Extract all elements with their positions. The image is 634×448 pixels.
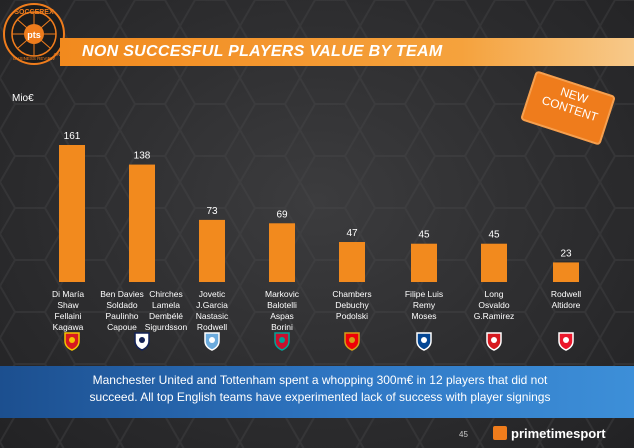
- bar-value-label-4: 69: [276, 209, 288, 220]
- player-name: Markovic: [264, 289, 299, 299]
- logo-bottom-text: BUSINESS REVIEW: [13, 56, 56, 61]
- player-name: G.Ramirez: [473, 311, 515, 321]
- player-name: Chirches: [149, 289, 183, 299]
- bar-value-label-6: 45: [418, 230, 430, 241]
- player-name: Long: [484, 289, 504, 299]
- soccerex-logo: pts SOCCEREX BUSINESS REVIEW ON: [2, 2, 66, 66]
- player-name: Chambers: [332, 289, 372, 299]
- player-name: Filipe Luis: [404, 289, 444, 299]
- bar-2: [129, 164, 155, 282]
- logo-tail-text: ON: [54, 52, 61, 57]
- bar-6: [411, 243, 437, 282]
- y-axis-unit: Mio€: [12, 93, 34, 104]
- player-name: Di María: [51, 289, 85, 299]
- page-number: 45: [459, 430, 468, 439]
- player-list-3: Chirches Lamela Dembélé Sigurdsson: [131, 289, 201, 333]
- liverpool-crest-icon: [272, 331, 292, 351]
- player-list-1: Di María Shaw Fellaini Kagawa: [33, 289, 103, 333]
- player-name: Lamela: [152, 300, 180, 310]
- player-name: Rodwell: [196, 322, 228, 332]
- player-name: Soldado: [106, 300, 138, 310]
- arsenal-crest-icon: [342, 331, 362, 351]
- bar-value-label-3: 73: [206, 206, 218, 217]
- player-name: Aspas: [270, 311, 294, 321]
- player-list-2: Ben Davies Soldado Paulinho Capoue: [87, 289, 157, 333]
- player-name: Jovetic: [198, 289, 226, 299]
- bar-1: [59, 145, 85, 282]
- footer-line-1: Manchester United and Tottenham spent a …: [92, 373, 548, 387]
- player-name: Dembélé: [148, 311, 184, 321]
- player-name: Altidore: [551, 300, 581, 310]
- bar-5: [339, 242, 365, 282]
- logo-mid-text: pts: [27, 30, 41, 40]
- brand-icon: [493, 426, 507, 440]
- bar-8: [553, 262, 579, 282]
- player-list-5: Markovic Balotelli Aspas Borini: [247, 289, 317, 333]
- player-list-4: Jovetic J.Garcia Nastasic Rodwell: [177, 289, 247, 333]
- player-name: Podolski: [335, 311, 369, 321]
- player-list-8: Long Osvaldo G.Ramirez: [459, 289, 529, 322]
- footer-banner: [0, 366, 634, 418]
- player-name: Ben Davies: [100, 289, 144, 299]
- brand-name: primetimesport: [511, 425, 606, 441]
- bar-value-label-1: 161: [64, 131, 81, 142]
- bar-value-label-8: 23: [560, 248, 572, 259]
- bar-7: [481, 243, 507, 282]
- player-name: Remy: [412, 300, 436, 310]
- primetimesport-logo: primetimesport: [493, 424, 606, 442]
- bar-value-label-5: 47: [346, 228, 358, 239]
- player-name: Capoue: [107, 322, 137, 332]
- player-name: J.Garcia: [196, 300, 228, 310]
- player-name: Fellaini: [54, 311, 82, 321]
- player-list-7: Filipe Luis Remy Moses: [389, 289, 459, 322]
- player-name: Debuchy: [335, 300, 369, 310]
- southampton-crest-icon: [484, 331, 504, 351]
- player-name: Shaw: [57, 300, 79, 310]
- footer-line-2: succeed. All top English teams have expe…: [89, 390, 551, 404]
- manutd-crest-icon: [62, 331, 82, 351]
- player-name: Sigurdsson: [144, 322, 188, 332]
- player-name: Moses: [411, 311, 437, 321]
- player-name: Paulinho: [105, 311, 139, 321]
- player-list-6: Chambers Debuchy Podolski: [317, 289, 387, 322]
- bar-4: [269, 223, 295, 282]
- mancity-crest-icon: [202, 331, 222, 351]
- title-bar: [60, 38, 634, 66]
- page-title: NON SUCCESFUL PLAYERS VALUE BY TEAM: [82, 43, 443, 60]
- logo-top-text: SOCCEREX: [14, 9, 54, 16]
- bar-value-label-2: 138: [134, 151, 151, 162]
- player-name: Osvaldo: [478, 300, 510, 310]
- player-name: Kagawa: [52, 322, 84, 332]
- player-name: Balotelli: [267, 300, 297, 310]
- player-name: Borini: [271, 322, 293, 332]
- player-list-9: Rodwell Altidore: [531, 289, 601, 311]
- player-name: Nastasic: [195, 311, 229, 321]
- chelsea-crest-icon: [414, 331, 434, 351]
- footer-text: Manchester United and Tottenham spent a …: [30, 372, 610, 406]
- bar-value-label-7: 45: [488, 230, 500, 241]
- tottenham-crest-icon: [132, 331, 152, 351]
- bar-3: [199, 219, 225, 282]
- player-name: Rodwell: [550, 289, 582, 299]
- sunderland-crest-icon: [556, 331, 576, 351]
